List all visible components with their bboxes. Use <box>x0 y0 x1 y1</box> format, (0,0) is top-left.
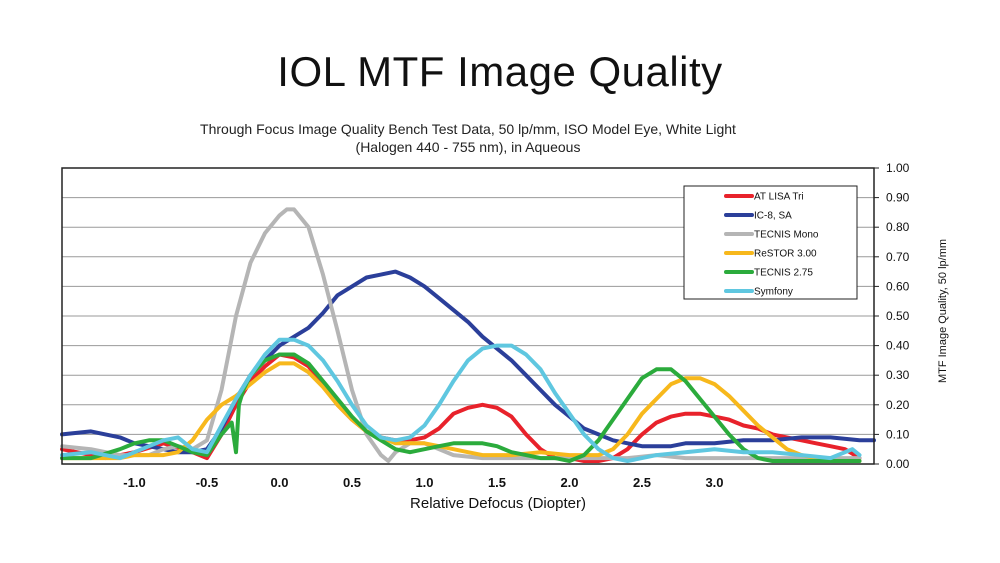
y-tick-label: 0.10 <box>886 427 910 441</box>
legend-label: TECNIS 2.75 <box>754 268 813 279</box>
chart-title: IOL MTF Image Quality <box>277 48 723 95</box>
x-tick-label: 2.0 <box>560 475 578 490</box>
y-tick-label: 0.70 <box>886 250 910 264</box>
x-axis-title: Relative Defocus (Diopter) <box>410 495 586 512</box>
y-axis-title: MTF Image Quality, 50 lp/mm <box>937 239 949 383</box>
legend-label: Symfony <box>754 287 793 298</box>
chart-subtitle: Through Focus Image Quality Bench Test D… <box>0 120 936 156</box>
x-tick-label: 1.5 <box>488 475 506 490</box>
subtitle-line-2: (Halogen 440 - 755 nm), in Aqueous <box>355 139 581 155</box>
x-tick-label: 2.5 <box>633 475 651 490</box>
y-tick-label: 0.80 <box>886 220 910 234</box>
legend-label: TECNIS Mono <box>754 230 819 241</box>
x-tick-label: 0.0 <box>270 475 288 490</box>
y-tick-labels: 0.00 0.10 0.20 0.30 0.40 0.50 0.60 0.70 0.80 0.90… <box>874 161 910 471</box>
x-tick-labels: -1.0 -0.5 0.0 0.5 1.0 1.5 2.0 2.5 3.0 <box>123 475 723 490</box>
y-tick-label: 0.30 <box>886 368 910 382</box>
y-tick-label: 0.20 <box>886 398 910 412</box>
y-tick-label: 0.90 <box>886 191 910 205</box>
y-tick-label: 1.00 <box>886 161 910 175</box>
y-tick-label: 0.50 <box>886 309 910 323</box>
legend-box <box>683 185 858 300</box>
x-tick-label: -1.0 <box>123 475 145 490</box>
x-tick-label: 0.5 <box>343 475 361 490</box>
legend: AT LISA Tri IC-8, SA TECNIS Mono ReSTOR 3.0… <box>683 185 858 300</box>
x-tick-label: -0.5 <box>196 475 218 490</box>
y-tick-label: 0.00 <box>886 457 910 471</box>
x-tick-label: 1.0 <box>415 475 433 490</box>
series-line-tecnis-2-75 <box>60 352 862 463</box>
y-tick-label: 0.40 <box>886 339 910 353</box>
series-lines <box>60 207 876 463</box>
subtitle-line-1: Through Focus Image Quality Bench Test D… <box>200 121 736 137</box>
x-tick-label: 3.0 <box>705 475 723 490</box>
legend-label: AT LISA Tri <box>754 192 804 203</box>
y-tick-label: 0.60 <box>886 279 910 293</box>
legend-label: IC-8, SA <box>754 211 792 222</box>
legend-label: ReSTOR 3.00 <box>754 249 817 260</box>
series-line-symfony <box>60 337 862 463</box>
